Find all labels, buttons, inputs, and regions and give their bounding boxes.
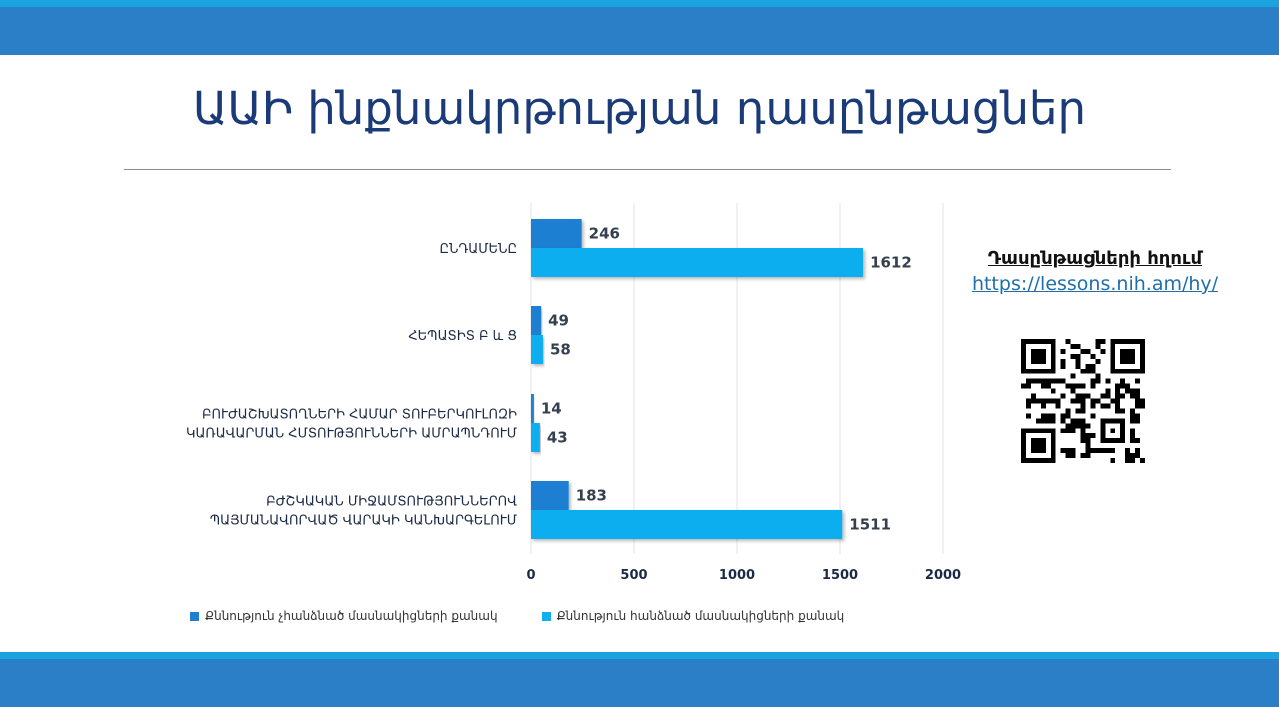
title-divider [124, 169, 1171, 170]
chart-legend: Քննություն չհանձնած մասնակիցների քանակ Ք… [190, 609, 844, 623]
category-label: ԲՈՒԺԱՇԽԱՏՈՂՆԵՐԻ ՀԱՄԱՐ ՏՈՒԲԵՐԿՈՒԼՈԶԻ [202, 408, 517, 423]
legend-item-fail: Քննություն չհանձնած մասնակիցների քանակ [190, 609, 498, 623]
legend-swatch-fail [190, 611, 199, 621]
bar-fail [531, 394, 534, 423]
data-label: 1511 [849, 516, 891, 534]
top-band [0, 0, 1279, 55]
bar-fail [531, 306, 542, 335]
category-label: ԿԱՌԱՎԱՐՄԱՆ ՀՄՏՈՒԹՅՈՒՆՆԵՐԻ ԱՄՐԱՊՆԴՈՒՄ [186, 427, 517, 442]
category-label: ԸՆԴԱՄԵՆԸ [439, 242, 517, 257]
legend-swatch-pass [541, 611, 551, 621]
x-tick-label: 1500 [822, 568, 858, 583]
legend-item-pass: Քննություն հանձնած մասնակիցների քանակ [541, 609, 845, 623]
top-band-line [0, 0, 1279, 7]
bar-pass [531, 510, 843, 539]
lessons-link[interactable]: https://lessons.nih.am/hy/ [971, 273, 1219, 295]
category-label: ԲԺՇԿԱԿԱՆ ՄԻՋԱՄՏՈՒԹՅՈՒՆՆԵՐՈՎ [266, 495, 517, 510]
bottom-band [0, 652, 1279, 707]
data-label: 183 [576, 487, 607, 505]
category-label: ՊԱՅՄԱՆԱՎՈՐՎԱԾ ՎԱՐԱԿԻ ԿԱՆԽԱՐԳԵԼՈՒՄ [210, 514, 517, 529]
data-label: 1612 [870, 254, 912, 272]
data-label: 14 [541, 400, 562, 418]
data-label: 43 [547, 429, 568, 447]
legend-label-pass: Քննություն հանձնած մասնակիցների քանակ [556, 609, 845, 623]
bar-pass [531, 335, 543, 364]
data-label: 49 [548, 312, 569, 330]
x-tick-label: 2000 [925, 568, 961, 583]
data-label: 58 [550, 341, 571, 359]
category-label: ՀԵՊԱՏԻՏ Բ և Ց [408, 329, 517, 344]
qr-code-icon [1021, 339, 1145, 463]
x-tick-label: 1000 [719, 568, 755, 583]
lessons-link-panel: Դասընթացների հղում https://lessons.nih.a… [940, 248, 1250, 295]
legend-label-fail: Քննություն չհանձնած մասնակիցների քանակ [205, 609, 498, 623]
data-label: 246 [589, 225, 620, 243]
bar-pass [531, 423, 540, 452]
x-tick-label: 0 [526, 568, 535, 583]
bar-pass [531, 248, 864, 277]
x-tick-label: 500 [620, 568, 647, 583]
bottom-band-line [0, 652, 1279, 659]
slide-title: ԱԱԻ ինքնակրթության դասընթացներ [192, 82, 1087, 135]
bar-fail [531, 481, 569, 510]
lessons-link-title: Դասընթացների հղում [987, 248, 1203, 269]
bar-fail [531, 219, 582, 248]
